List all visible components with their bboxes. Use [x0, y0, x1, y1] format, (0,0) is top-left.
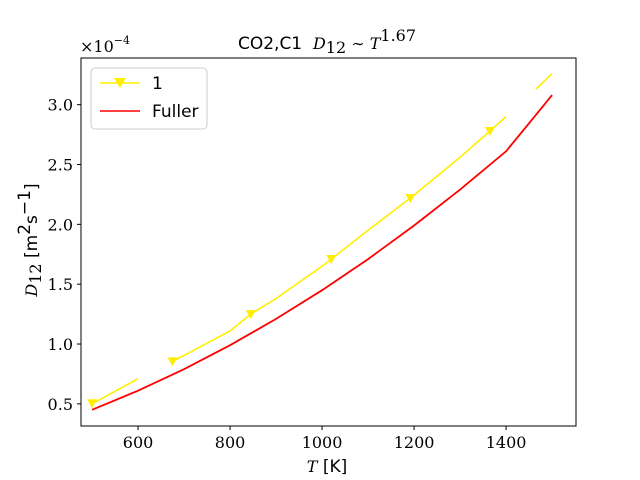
- series-marker-1: [326, 255, 337, 265]
- legend-label-fuller: Fuller: [152, 102, 199, 122]
- y-axis-label: D12 [m2s−1]: [15, 183, 45, 297]
- y-offset-label: ×10−4: [80, 34, 130, 56]
- y-tick-label: 2.0: [48, 215, 73, 234]
- series-marker-1: [87, 399, 98, 409]
- series-marker-1: [405, 194, 416, 204]
- legend-label-series-1: 1: [152, 74, 163, 94]
- y-tick-label: 3.0: [48, 96, 73, 115]
- series-marker-1: [245, 310, 256, 320]
- chart-title: CO2,C1 D12 ∼ T1.67: [238, 26, 416, 57]
- x-tick-label: 1200: [394, 433, 435, 452]
- x-tick-label: 1400: [486, 433, 527, 452]
- x-tick-label: 800: [215, 433, 246, 452]
- series-line-segment-1: [535, 73, 553, 90]
- series-layer: [87, 73, 553, 411]
- legend-marker-series-1: [114, 78, 126, 88]
- series-line-fuller: [91, 94, 553, 411]
- y-tick-label: 1.0: [48, 335, 73, 354]
- plot-frame: [80, 57, 577, 427]
- x-axis-ticks: 600 800 1000 1200 1400: [123, 426, 527, 452]
- series-line-segment-1: [172, 116, 507, 363]
- x-tick-label: 1000: [302, 433, 343, 452]
- y-axis-ticks: 0.5 1.0 1.5 2.0 2.5 3.0: [48, 96, 81, 414]
- y-tick-label: 0.5: [48, 395, 73, 414]
- plot-area: [80, 57, 577, 427]
- series-marker-1: [484, 127, 495, 137]
- x-tick-label: 600: [123, 433, 154, 452]
- x-axis-label: T [K]: [307, 457, 348, 477]
- legend: 1 Fuller: [90, 67, 208, 130]
- series-marker-1: [167, 357, 178, 367]
- y-tick-label: 1.5: [48, 275, 73, 294]
- y-tick-label: 2.5: [48, 156, 73, 175]
- series-line-segment-1: [91, 377, 139, 405]
